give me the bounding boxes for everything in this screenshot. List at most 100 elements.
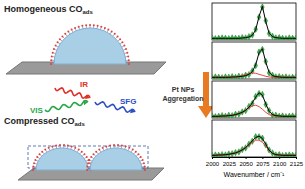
tick-mark: [262, 157, 263, 159]
co-molecule: [75, 28, 76, 31]
co-oxygen: [32, 166, 34, 168]
co-molecule: [52, 56, 55, 58]
data-point: [234, 35, 238, 40]
co-molecule: [96, 152, 98, 154]
co-molecule: [56, 46, 59, 47]
data-point: [294, 113, 296, 118]
co-oxygen: [97, 25, 99, 27]
tick-mark: [296, 157, 297, 159]
co-molecule: [33, 166, 36, 167]
co-molecule: [93, 25, 94, 28]
co-molecule: [136, 154, 138, 156]
tick-label: 2100: [273, 161, 287, 167]
co-oxygen: [67, 145, 69, 147]
co-oxygen: [109, 145, 111, 147]
nanoparticle: [36, 148, 88, 170]
co-molecule: [89, 160, 92, 161]
x-axis: 200020252050207521002125: [206, 157, 304, 167]
co-molecule: [110, 146, 112, 149]
co-molecule: [54, 49, 57, 50]
co-oxygen: [127, 55, 129, 57]
co-oxygen: [85, 24, 87, 26]
co-oxygen: [55, 145, 57, 147]
data-point: [217, 113, 221, 118]
plot-area: [212, 46, 296, 79]
co-molecule: [62, 36, 64, 38]
tick-mark: [229, 157, 230, 159]
x-axis-title: Wavenumber / cm⁻¹: [224, 171, 286, 178]
spectrum-panel: [210, 81, 298, 120]
co-oxygen: [93, 24, 95, 26]
label-sub: ads: [83, 9, 94, 15]
co-oxygen: [50, 59, 52, 61]
co-molecule: [125, 146, 126, 149]
co-oxygen: [119, 38, 121, 40]
co-oxygen: [50, 63, 52, 65]
co-molecule: [86, 25, 87, 28]
data-point: [294, 35, 296, 40]
co-oxygen: [137, 153, 139, 155]
co-oxygen: [53, 48, 55, 50]
label-main: Compressed CO: [4, 116, 75, 126]
co-oxygen: [135, 151, 137, 153]
co-molecule: [113, 34, 115, 36]
co-molecule: [107, 30, 108, 33]
co-molecule: [35, 160, 38, 161]
plot-area: [212, 90, 296, 118]
co-oxygen: [98, 149, 100, 151]
data-point: [217, 74, 221, 79]
co-molecule: [37, 157, 40, 159]
co-oxygen: [71, 145, 73, 147]
co-molecule: [128, 148, 129, 151]
co-molecule: [87, 166, 90, 167]
co-oxygen: [36, 156, 38, 158]
co-oxygen: [83, 153, 85, 155]
co-molecule: [104, 28, 105, 31]
co-molecule: [84, 157, 87, 159]
co-molecule: [138, 157, 141, 159]
data-point: [277, 34, 281, 40]
tick-label: 2025: [223, 161, 237, 167]
co-molecule: [99, 150, 101, 152]
label-sub: ads: [75, 121, 86, 127]
co-oxygen: [132, 149, 134, 151]
co-molecule: [126, 64, 129, 65]
co-molecule: [60, 145, 61, 148]
co-molecule: [134, 152, 136, 154]
axis-line: [213, 158, 297, 160]
data-point: [230, 73, 234, 79]
co-oxygen: [78, 26, 80, 28]
co-oxygen: [126, 52, 128, 54]
ir-beam-head: [85, 94, 90, 99]
co-molecule: [88, 163, 91, 165]
co-oxygen: [125, 145, 127, 147]
fit-line: [212, 73, 296, 77]
co-oxygen: [86, 156, 88, 158]
co-oxygen: [121, 145, 123, 147]
data-point: [224, 74, 228, 79]
spectrum-panel: 200020252050207521002125 Wavenumber / cm⁻…: [206, 120, 304, 178]
co-molecule: [77, 150, 79, 152]
co-molecule: [120, 42, 122, 44]
data-point: [240, 34, 244, 40]
data-point: [284, 74, 288, 79]
data-point: [217, 35, 221, 40]
co-oxygen: [90, 156, 92, 158]
fit-line: [212, 105, 296, 116]
data-point: [291, 113, 295, 118]
plot-frame: [212, 81, 296, 118]
co-molecule: [53, 52, 56, 54]
co-molecule: [34, 163, 37, 165]
co-molecule: [56, 146, 58, 149]
co-molecule: [141, 163, 144, 165]
tick-mark: [212, 157, 213, 159]
co-oxygen: [86, 166, 88, 168]
tick-label: 2050: [239, 161, 253, 167]
data-point: [287, 74, 291, 79]
diagram: Homogeneous COadsCompressed COadsIRVISSF…: [4, 4, 214, 180]
figure: Homogeneous COadsCompressed COadsIRVISSF…: [0, 0, 305, 189]
data-point: [212, 113, 214, 118]
co-molecule: [58, 42, 60, 44]
data-point: [287, 35, 291, 40]
data-point: [213, 113, 217, 118]
